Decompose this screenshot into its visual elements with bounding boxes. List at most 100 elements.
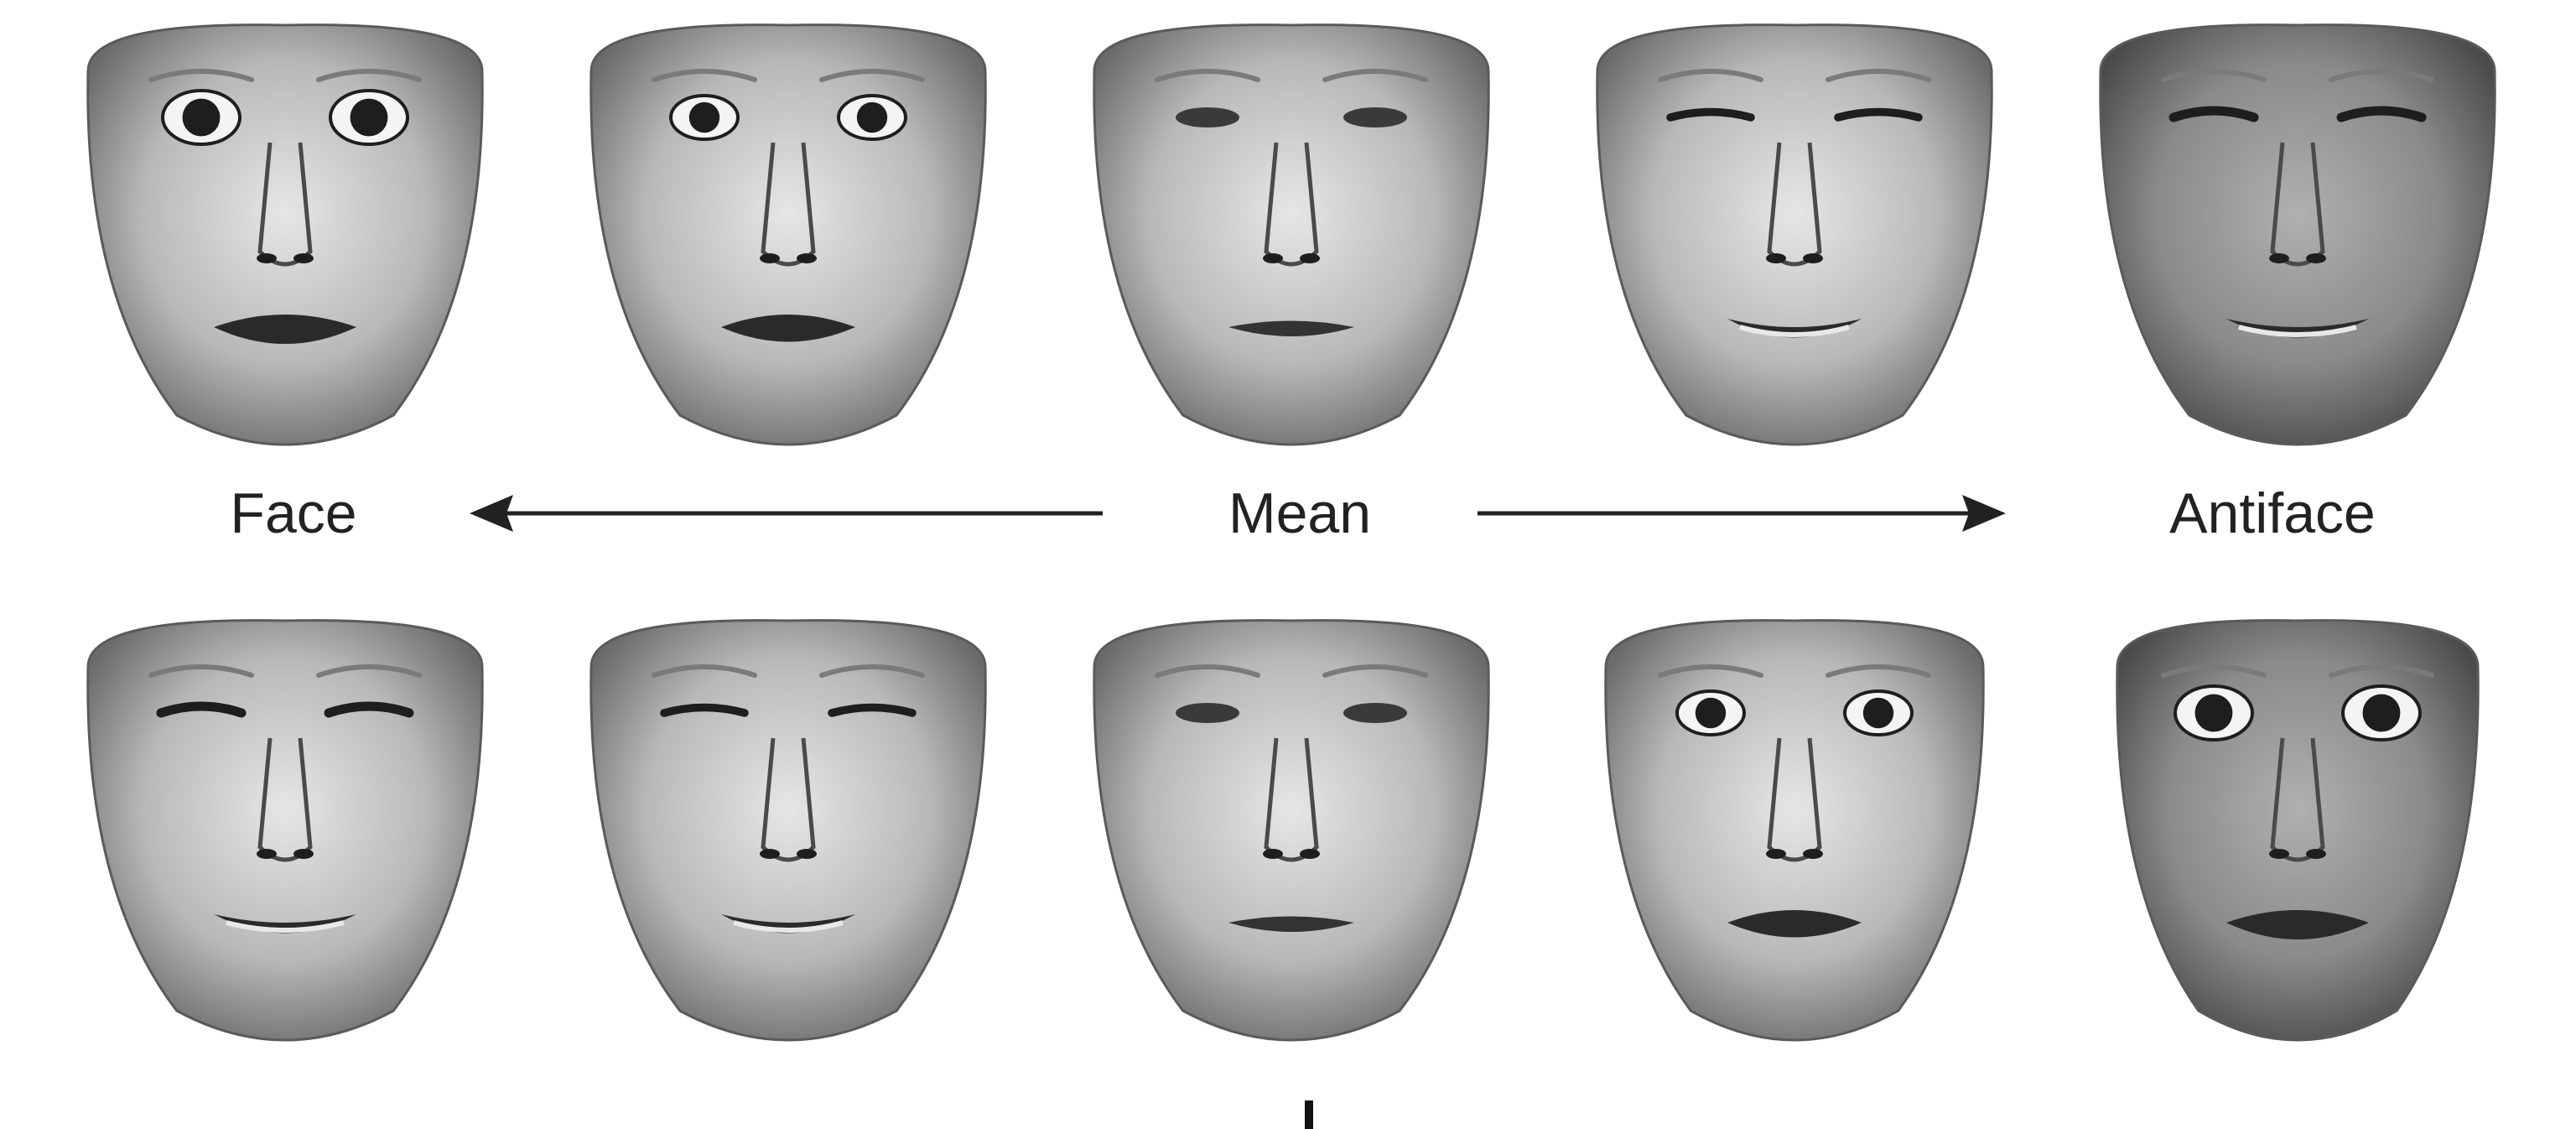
nostril [257, 253, 277, 263]
eye-squint [2168, 106, 2259, 122]
nostril [797, 253, 817, 263]
eyebrow [2161, 69, 2267, 82]
teeth [2238, 325, 2357, 337]
eyebrow [316, 664, 422, 678]
nostril [293, 849, 314, 859]
eye [1343, 703, 1407, 723]
eye-squint [156, 701, 247, 718]
nostril [760, 849, 780, 859]
nose [1264, 737, 1319, 862]
mean-face [1093, 23, 1490, 446]
nose [1767, 142, 1822, 267]
teeth [1739, 325, 1850, 337]
nostril [2306, 849, 2326, 859]
nostril [797, 849, 817, 859]
nose [257, 142, 313, 267]
face-outline [589, 23, 987, 446]
eye-pupil [350, 98, 388, 137]
face-outline [86, 23, 484, 446]
arrow-to-face-head [470, 495, 513, 532]
nostril [257, 849, 277, 859]
nostril [2269, 849, 2289, 859]
eye [1176, 107, 1239, 127]
antiface-label: Antiface [2169, 481, 2376, 545]
nose [1264, 142, 1319, 267]
faces-layer [86, 23, 2496, 1042]
disgust-antiface-half [1604, 619, 1985, 1042]
eye-pupil [2362, 694, 2401, 732]
nostril [1263, 253, 1283, 263]
nose [761, 142, 816, 267]
nose [2270, 142, 2325, 267]
eye-squint [1834, 107, 1923, 122]
eyebrow [316, 69, 422, 82]
caption-tick [1305, 1100, 1313, 1129]
mean-face [1093, 619, 1490, 1042]
arrow-to-antiface-head [1962, 495, 2006, 532]
nostril [1766, 849, 1786, 859]
fear-antiface [2099, 23, 2496, 446]
face-outline [1093, 619, 1490, 1042]
eyebrow [1826, 664, 1931, 678]
mouth [1228, 320, 1354, 336]
eyebrow [1322, 69, 1428, 82]
eye-pupil [688, 101, 720, 133]
eyebrow [819, 69, 925, 82]
eyebrow [148, 664, 254, 678]
nostril [1263, 849, 1283, 859]
nostril [1300, 849, 1320, 859]
mouth [721, 315, 855, 342]
eyebrow [819, 664, 925, 678]
eye-pupil [1695, 697, 1727, 729]
nostril [2306, 253, 2326, 263]
eyebrow [1658, 69, 1763, 82]
fear-face [86, 23, 484, 446]
nostril [760, 253, 780, 263]
nose [2270, 737, 2325, 862]
eye-squint [1666, 107, 1755, 122]
eyebrow [1322, 664, 1428, 678]
eyebrow [652, 69, 757, 82]
eyebrow [2329, 69, 2434, 82]
nose [1767, 737, 1822, 862]
face-label: Face [230, 481, 357, 545]
eye-squint [660, 703, 749, 717]
fear-face-half [589, 23, 987, 446]
eyebrow [148, 69, 254, 82]
eyebrow [2329, 664, 2434, 678]
eyebrow [1155, 69, 1260, 82]
eye-squint [324, 701, 414, 718]
nostril [1803, 849, 1823, 859]
face-outline [1093, 23, 1490, 446]
nose [257, 737, 313, 862]
mouth [1727, 910, 1862, 938]
eye-pupil [1862, 697, 1894, 729]
nostril [1803, 253, 1823, 263]
mouth [1228, 916, 1354, 932]
fear-antiface-half [1596, 23, 1993, 446]
face-outline [86, 619, 484, 1042]
teeth [226, 920, 345, 933]
eye [1176, 703, 1239, 723]
nostril [1766, 253, 1786, 263]
disgust-antiface [2116, 619, 2480, 1042]
mean-label: Mean [1228, 481, 1372, 545]
nostril [2269, 253, 2289, 263]
face-outline [589, 619, 987, 1042]
eye-pupil [2194, 694, 2233, 732]
eyebrow [2161, 664, 2267, 678]
eye-squint [828, 703, 917, 717]
eye-squint [2336, 106, 2427, 122]
face-outline [1596, 23, 1993, 446]
eye-pupil [182, 98, 221, 137]
face-outline [1604, 619, 1985, 1042]
nostril [1300, 253, 1320, 263]
mouth [214, 315, 356, 344]
mouth [2226, 910, 2369, 939]
eyebrow [1155, 664, 1260, 678]
nostril [293, 253, 314, 263]
teeth [733, 920, 844, 933]
eyebrow [1658, 664, 1763, 678]
